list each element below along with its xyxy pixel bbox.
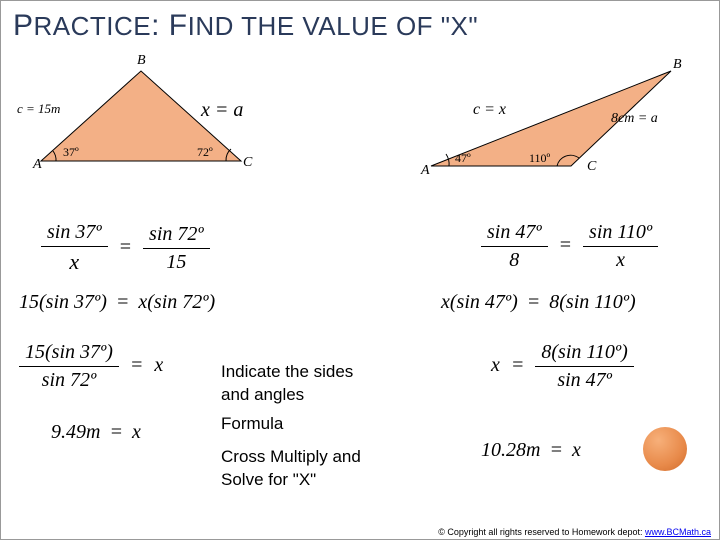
left-eq-3: 15(sin 37º)sin 72º = x [19,341,163,392]
copyright-label: © Copyright all rights reserved to Homew… [438,527,645,537]
re1-dl: 8 [481,247,548,272]
slide: PRACTICE: FIND THE VALUE OF "X" A B C c … [0,0,720,540]
triangle-right: A B C c = x 8cm = a 47º 110º [401,51,701,181]
re1-nl: sin 47º [481,221,548,247]
left-eq-4: 9.49m = x [51,421,141,444]
re1-nr: sin 110º [583,221,658,247]
title-word-2: IND THE VALUE OF [188,11,433,41]
decorative-orb [643,427,687,471]
re4-r: x [572,439,581,461]
le2-r: x(sin 72º) [138,291,215,313]
label-c-right: C [587,159,596,175]
label-b-left: B [137,53,146,69]
right-eq-2: x(sin 47º) = 8(sin 110º) [441,291,636,314]
side-c-left: c = 15m [17,101,60,117]
le1-nl: sin 37º [41,221,108,247]
title-cap-1: P [13,9,34,42]
le4-r: x [132,421,141,443]
le2-l: 15(sin 37º) [19,291,107,313]
left-eq-2: 15(sin 37º) = x(sin 72º) [19,291,215,314]
title-cap-2: : F [151,9,188,42]
re3-dr: sin 47º [535,367,633,392]
re3-l: x [491,354,500,376]
steps-box: Indicate the sides and angles Formula Cr… [221,361,361,492]
le1-nr: sin 72º [143,223,210,249]
angle-a-left: 37º [63,145,79,160]
le1-dl: x [41,247,108,275]
step-1b: and angles [221,384,361,407]
left-eq-1: sin 37ºx = sin 72º15 [41,221,210,275]
re4-l: 10.28m [481,439,540,461]
side-a-right: 8cm = a [611,111,658,127]
le1-dr: 15 [143,249,210,274]
right-eq-4: 10.28m = x [481,439,581,462]
right-eq-1: sin 47º8 = sin 110ºx [481,221,658,272]
re1-dr: x [583,247,658,272]
step-3a: Cross Multiply and [221,446,361,469]
slide-title: PRACTICE: FIND THE VALUE OF "X" [13,9,478,43]
re2-l: x(sin 47º) [441,291,518,313]
copyright-link[interactable]: www.BCMath.ca [645,527,711,537]
label-c-left: C [243,155,252,171]
angle-a-right: 47º [455,151,471,166]
copyright-text: © Copyright all rights reserved to Homew… [438,527,711,537]
step-3b: Solve for "X" [221,469,361,492]
label-a-right: A [421,163,430,179]
label-a-left: A [33,157,42,173]
step-2: Formula [221,413,361,436]
right-eq-3: x = 8(sin 110º)sin 47º [491,341,634,392]
side-a-left: x = a [201,99,243,122]
angle-c-right: 110º [529,151,550,166]
le3-r: x [154,354,163,376]
side-c-right: c = x [473,101,506,119]
label-b-right: B [673,57,682,73]
title-word-1: RACTICE [34,11,152,41]
triangle-left: A B C c = 15m x = a 37º 72º [11,51,291,181]
title-x: "X" [441,11,478,41]
le3-nl: 15(sin 37º) [19,341,119,367]
re2-r: 8(sin 110º) [549,291,635,313]
angle-c-left: 72º [197,145,213,160]
le4-l: 9.49m [51,421,100,443]
le3-dl: sin 72º [19,367,119,392]
re3-nr: 8(sin 110º) [535,341,633,367]
step-1a: Indicate the sides [221,361,361,384]
